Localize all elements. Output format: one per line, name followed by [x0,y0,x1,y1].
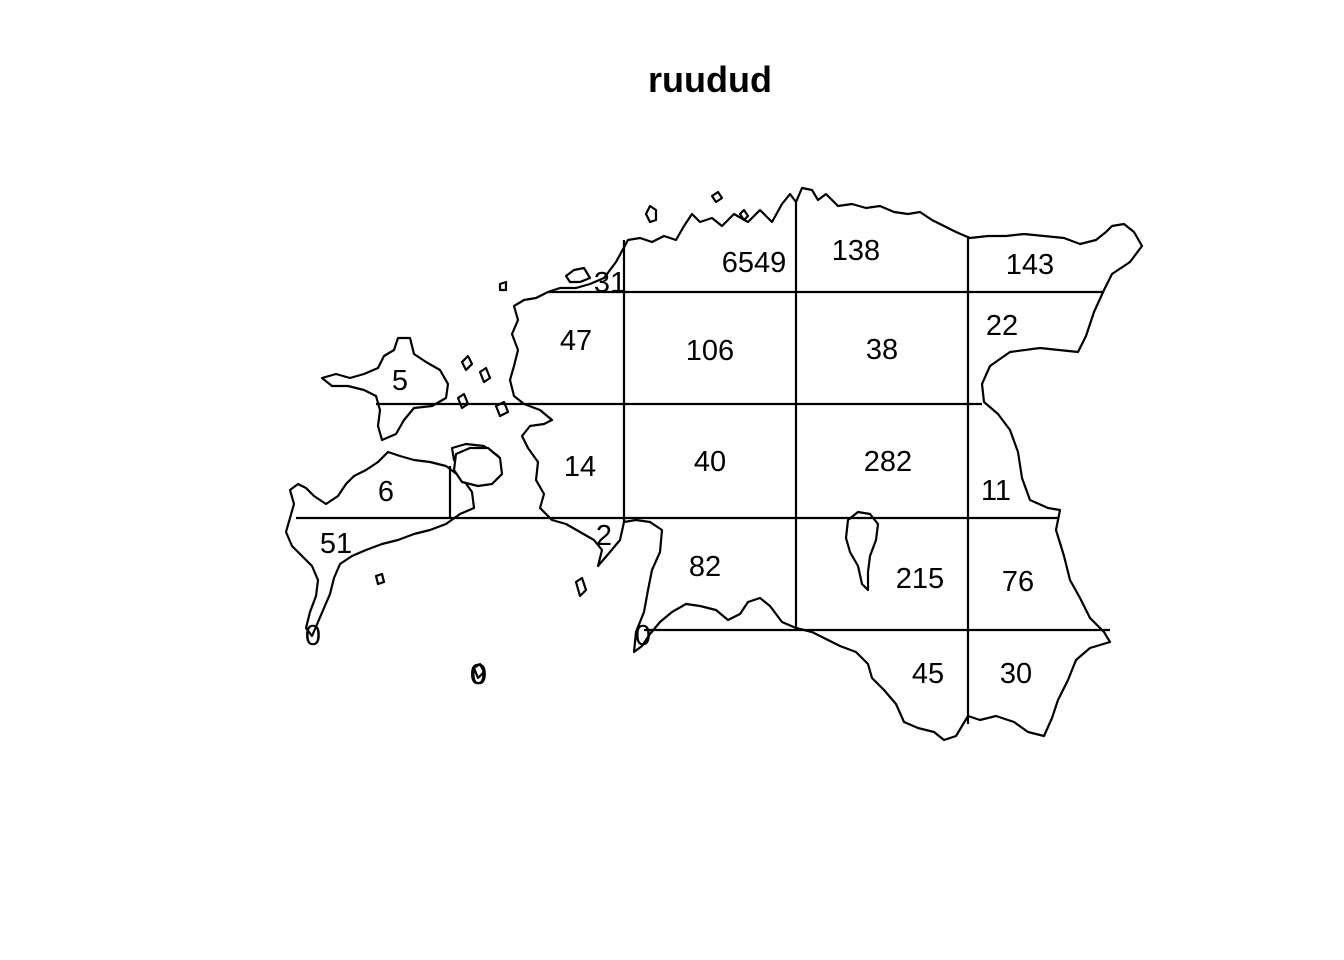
island-north-1 [644,204,658,224]
island-north-2 [710,190,724,204]
island-ruhnu [472,662,486,680]
cell-label: 0 [471,659,487,691]
island-kihnu [574,576,588,598]
grid-lines [296,200,1110,724]
island-saaremaa [284,450,476,638]
island-north-3 [738,208,750,222]
cell-label: 82 [689,551,721,583]
cell-label: 45 [912,658,944,690]
cell-label: 0 [635,620,651,652]
cell-label: 40 [694,446,726,478]
map-title: ruudud [648,59,772,100]
cell-label: 138 [832,235,880,267]
island-small-3 [456,392,470,410]
cell-labels: 6549 138 143 31 47 106 38 22 5 14 40 282… [305,235,1054,691]
lake-vortsjarv [844,510,880,592]
island-small-2 [478,366,492,384]
cell-label: 0 [470,659,486,691]
cell-label: 5 [392,365,408,397]
cell-label: 31 [594,267,626,299]
cell-label: 6 [378,476,394,508]
island-small-5 [374,572,386,586]
cell-label: 215 [896,563,944,595]
island-small-1 [460,354,474,372]
cell-label: 30 [1000,658,1032,690]
island-north-5 [498,280,508,292]
island-hiiumaa [320,336,450,442]
cell-label: 76 [1002,566,1034,598]
cell-label: 106 [686,335,734,367]
island-north-4 [564,266,592,284]
cell-label: 2 [596,520,612,552]
cell-label: 22 [986,310,1018,342]
cell-label: 143 [1006,249,1054,281]
cell-label: 11 [981,475,1011,507]
cell-label: 282 [864,446,912,478]
cell-label: 0 [305,620,321,652]
cell-label: 47 [560,325,592,357]
cell-label: 14 [564,451,596,483]
cell-label: 38 [866,334,898,366]
cell-label: 6549 [722,247,787,279]
island-muhu [452,446,504,488]
mainland-outline [508,186,1144,742]
cell-label: 51 [320,528,352,560]
